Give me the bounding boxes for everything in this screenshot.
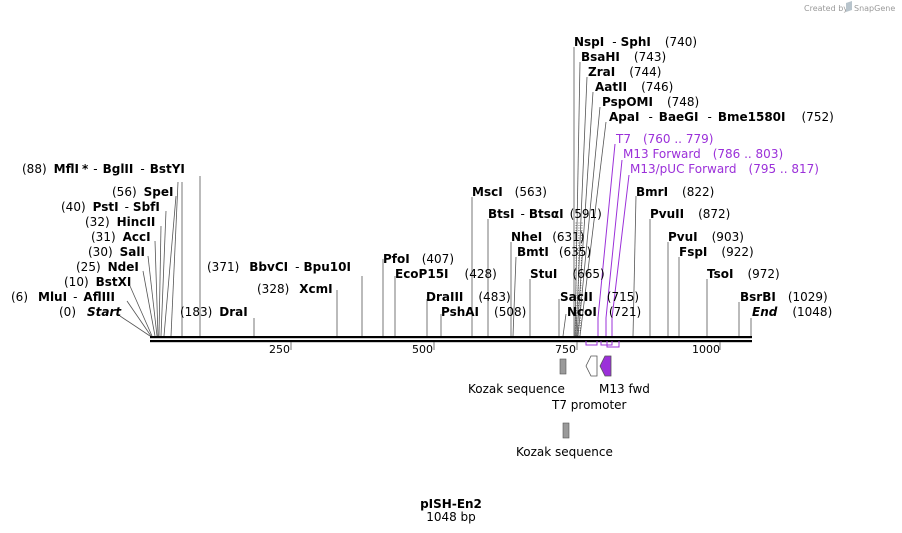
plasmid-name: pISH-En2 bbox=[420, 497, 482, 511]
m13-fwd-label: M13 fwd bbox=[599, 382, 650, 396]
primer-leaders bbox=[597, 143, 630, 337]
site-pvuii[interactable]: PvuII (872) bbox=[650, 207, 730, 221]
site-ecop15i[interactable]: EcoP15I (428) bbox=[395, 267, 497, 281]
plasmid-length: 1048 bp bbox=[426, 510, 476, 524]
site-bstxi[interactable]: (10) BstXI bbox=[64, 275, 131, 289]
ruler-tick-500: 500 bbox=[412, 343, 433, 356]
primer-t7[interactable]: T7 (760 .. 779) bbox=[615, 132, 713, 146]
snapgene-logo-icon bbox=[846, 1, 852, 12]
site-bsahi[interactable]: BsaHI (743) bbox=[581, 50, 666, 64]
site-zrai[interactable]: ZraI (744) bbox=[588, 65, 661, 79]
site-mlui[interactable]: (6) MluI - AflIII bbox=[11, 290, 115, 304]
credit-brand: SnapGene bbox=[854, 4, 895, 13]
site-pshai[interactable]: PshAI (508) bbox=[441, 305, 526, 319]
site-hincii[interactable]: (32) HincII bbox=[85, 215, 155, 229]
site-fspi[interactable]: FspI (922) bbox=[679, 245, 754, 259]
t7-promoter-label: T7 promoter bbox=[551, 398, 627, 412]
site-pspomi[interactable]: PspOMI (748) bbox=[602, 95, 699, 109]
site-bmti[interactable]: BmtI (635) bbox=[517, 245, 591, 259]
site-psti[interactable]: (40) PstI - SbfI bbox=[61, 200, 160, 214]
site-msci[interactable]: MscI (563) bbox=[472, 185, 547, 199]
ruler-tick-1000: 1000 bbox=[692, 343, 720, 356]
site-ncoi[interactable]: NcoI (721) bbox=[567, 305, 641, 319]
kozak-sequence-feature-2[interactable] bbox=[562, 422, 570, 439]
site-end[interactable]: End (1048) bbox=[752, 305, 832, 319]
primer-brackets bbox=[585, 341, 620, 348]
site-mfli[interactable]: (88) MflI * - BglII - BstYI bbox=[22, 162, 185, 176]
site-btsi[interactable]: BtsI - BtsαI (591) bbox=[488, 207, 602, 221]
site-acci[interactable]: (31) AccI bbox=[91, 230, 151, 244]
kozak-sequence-label-2: Kozak sequence bbox=[516, 445, 613, 459]
leader-lines bbox=[119, 47, 752, 337]
site-draiii[interactable]: DraIII (483) bbox=[426, 290, 511, 304]
site-aatii[interactable]: AatII (746) bbox=[595, 80, 673, 94]
site-apai[interactable]: ApaI - BaeGI - Bme1580I (752) bbox=[609, 110, 834, 124]
site-bmri[interactable]: BmrI (822) bbox=[636, 185, 714, 199]
site-ndei[interactable]: (25) NdeI bbox=[76, 260, 139, 274]
kozak-sequence-feature-1[interactable] bbox=[559, 358, 567, 375]
primer-m13-puc-forward[interactable]: M13/pUC Forward (795 .. 817) bbox=[630, 162, 819, 176]
m13-fwd-feature[interactable] bbox=[599, 355, 612, 377]
site-stui[interactable]: StuI (665) bbox=[530, 267, 605, 281]
site-start[interactable]: (0) Start bbox=[59, 305, 122, 319]
site-sacii[interactable]: SacII (715) bbox=[560, 290, 639, 304]
site-spei[interactable]: (56) SpeI bbox=[112, 185, 173, 199]
credit-text: Created by bbox=[804, 4, 848, 13]
site-drai[interactable]: (183) DraI bbox=[180, 305, 248, 319]
site-xcmi[interactable]: (328) XcmI bbox=[257, 282, 333, 296]
site-bsrbi[interactable]: BsrBI (1029) bbox=[740, 290, 828, 304]
site-nhei[interactable]: NheI (631) bbox=[511, 230, 584, 244]
backbone bbox=[150, 336, 752, 350]
t7-promoter-feature[interactable] bbox=[585, 355, 598, 377]
kozak-sequence-label-1: Kozak sequence bbox=[468, 382, 565, 396]
site-sali[interactable]: (30) SalI bbox=[88, 245, 145, 259]
site-nspi[interactable]: NspI - SphI (740) bbox=[574, 35, 697, 49]
ruler-tick-750: 750 bbox=[555, 343, 576, 356]
primer-m13-forward[interactable]: M13 Forward (786 .. 803) bbox=[623, 147, 783, 161]
ruler-tick-250: 250 bbox=[269, 343, 290, 356]
site-bbvci[interactable]: (371) BbvCI - Bpu10I bbox=[207, 260, 351, 274]
site-tsoi[interactable]: TsoI (972) bbox=[707, 267, 780, 281]
site-pfoi[interactable]: PfoI (407) bbox=[383, 252, 454, 266]
site-pvui[interactable]: PvuI (903) bbox=[668, 230, 744, 244]
